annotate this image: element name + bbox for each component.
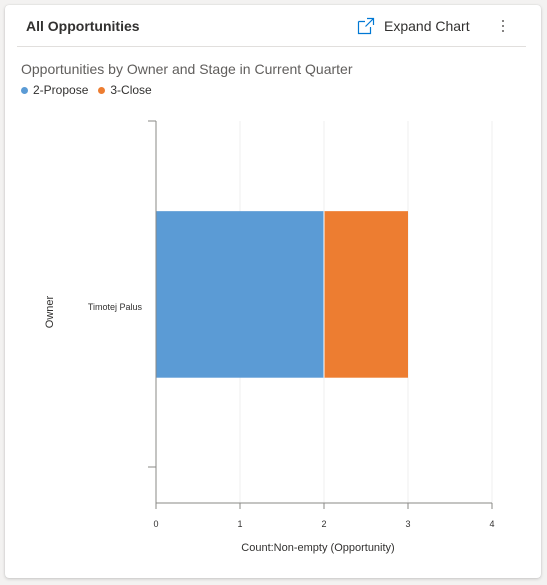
x-tick-label-0: 0: [153, 519, 158, 529]
legend-swatch-close: [98, 86, 106, 94]
x-tick-label-4: 4: [489, 519, 494, 529]
x-tick-label-3: 3: [405, 519, 410, 529]
more-vertical-icon: [502, 20, 504, 22]
bar-3-close-0: [324, 211, 408, 378]
x-axis-title: Count:Non-empty (Opportunity): [241, 542, 394, 554]
legend-label-propose: 2-Propose: [33, 83, 89, 97]
header-divider: [17, 46, 526, 47]
more-options-button[interactable]: [495, 13, 511, 39]
legend-item-propose[interactable]: 2-Propose: [21, 83, 88, 97]
x-tick-label-1: 1: [237, 519, 242, 529]
legend-label-close: 3-Close: [110, 83, 152, 97]
y-axis-title: Owner: [44, 295, 56, 328]
expand-icon: [357, 17, 375, 35]
chart-legend: 2-Propose 3-Close: [21, 83, 162, 97]
card-title: All Opportunities: [26, 18, 140, 34]
expand-chart-label: Expand Chart: [384, 18, 470, 34]
x-tick-label-2: 2: [321, 519, 326, 529]
y-tick-label-0: Timotej Palus: [88, 302, 143, 312]
card-header: All Opportunities Expand Chart: [5, 5, 541, 47]
legend-swatch-propose: [21, 86, 28, 94]
legend-item-close[interactable]: 3-Close: [98, 83, 152, 97]
chart-title: Opportunities by Owner and Stage in Curr…: [21, 61, 353, 77]
expand-chart-button[interactable]: Expand Chart: [357, 13, 470, 39]
bar-2-propose-0: [156, 211, 324, 378]
